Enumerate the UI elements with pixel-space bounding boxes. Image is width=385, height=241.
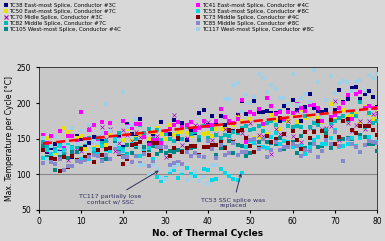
X-axis label: No. of Thermal Cycles: No. of Thermal Cycles [152, 229, 263, 238]
Text: TC117 partially lose
contact w/ SSC: TC117 partially lose contact w/ SSC [79, 171, 158, 205]
Legend: TC41 East-most Splice, Conductor #4C, TC53 East-most Splice, Conductor #8C, TC73: TC41 East-most Splice, Conductor #4C, TC… [195, 3, 315, 32]
Y-axis label: Max. Temperature per Cycle [°C]: Max. Temperature per Cycle [°C] [5, 76, 13, 201]
Text: TC53 SSC splice was
replaced: TC53 SSC splice was replaced [201, 174, 265, 208]
